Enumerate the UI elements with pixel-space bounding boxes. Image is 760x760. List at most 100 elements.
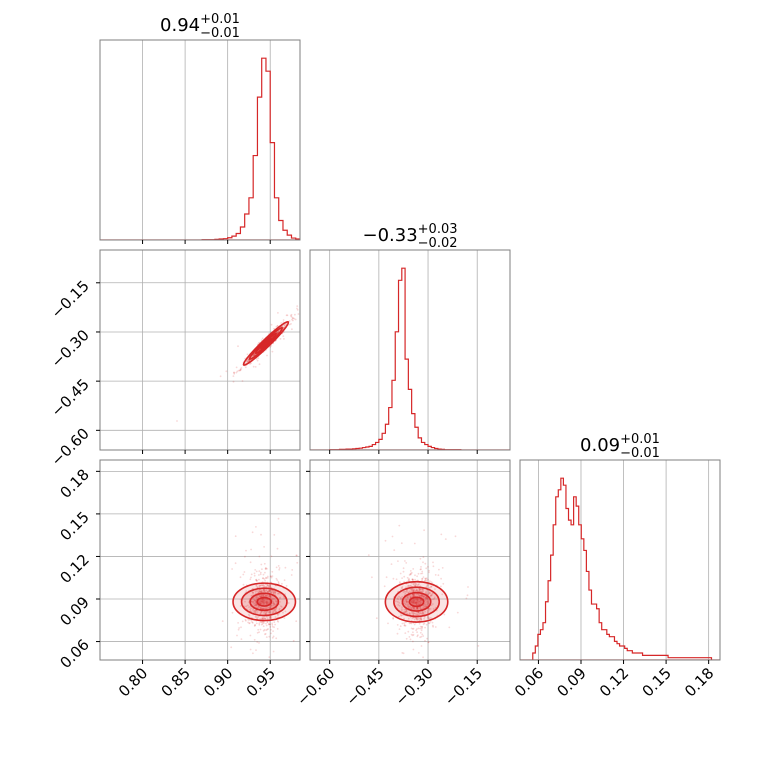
sample-point: [432, 561, 434, 564]
sample-point: [413, 599, 416, 602]
sample-point: [258, 590, 260, 593]
sample-point: [427, 616, 429, 619]
sample-point: [420, 618, 423, 621]
sample-point: [280, 322, 283, 324]
sample-point: [261, 598, 263, 601]
sample-point: [412, 568, 415, 570]
sample-point: [417, 652, 420, 654]
sample-point: [258, 631, 260, 633]
sample-point: [420, 645, 423, 647]
sample-point: [421, 612, 424, 615]
sample-point: [269, 585, 271, 588]
sample-point: [432, 603, 434, 605]
sample-point: [409, 573, 412, 575]
sample-point: [267, 586, 270, 588]
sample-point: [429, 595, 432, 598]
contour-level: [408, 596, 425, 608]
title-minus: −0.01: [620, 446, 660, 461]
sample-point: [254, 624, 256, 626]
sample-point: [272, 591, 275, 594]
sample-point: [244, 555, 246, 558]
sample-point: [255, 622, 258, 625]
sample-point: [405, 586, 407, 589]
sample-point: [416, 603, 418, 606]
sample-point: [290, 323, 292, 325]
sample-point: [401, 608, 403, 611]
sample-point: [412, 594, 415, 597]
sample-point: [261, 595, 263, 598]
sample-point: [424, 605, 427, 608]
sample-point: [260, 591, 263, 593]
sample-point: [264, 613, 267, 615]
sample-point: [408, 613, 411, 615]
sample-point: [425, 567, 428, 570]
sample-point: [255, 526, 257, 528]
sample-point: [413, 623, 416, 626]
sample-point: [423, 596, 426, 598]
sample-point: [269, 616, 271, 618]
sample-point: [405, 637, 408, 640]
sample-point: [279, 338, 282, 340]
sample-point: [416, 599, 419, 602]
sample-point: [277, 581, 280, 583]
sample-point: [424, 603, 426, 605]
sample-point: [270, 344, 273, 347]
sample-point: [421, 633, 424, 636]
sample-point: [412, 601, 414, 604]
sample-point: [421, 572, 424, 575]
sample-point: [417, 612, 420, 614]
sample-point: [268, 594, 271, 597]
sample-point: [414, 583, 417, 586]
sample-point: [254, 611, 256, 614]
sample-point: [416, 590, 419, 593]
sample-point: [431, 593, 433, 596]
sample-point: [272, 602, 275, 605]
sample-point: [271, 610, 274, 613]
sample-point: [433, 596, 436, 599]
sample-point: [252, 600, 255, 603]
panel-frame: [519, 459, 721, 661]
sample-point: [292, 639, 295, 642]
sample-point: [268, 601, 271, 604]
sample-point: [292, 317, 294, 320]
sample-point: [412, 601, 415, 603]
sample-point: [465, 597, 468, 600]
sample-point: [263, 601, 266, 604]
sample-point: [419, 627, 422, 630]
sample-point: [415, 617, 418, 619]
sample-point: [253, 602, 255, 605]
sample-point: [425, 577, 428, 580]
sample-point: [400, 614, 402, 617]
sample-point: [411, 578, 414, 581]
sample-point: [415, 583, 418, 585]
title-plus: +0.03: [418, 222, 458, 237]
sample-point: [253, 599, 256, 601]
sample-point: [426, 597, 428, 600]
sample-point: [422, 635, 425, 637]
sample-point: [245, 590, 248, 592]
sample-point: [252, 652, 254, 655]
sample-point: [269, 623, 271, 626]
sample-point: [428, 569, 430, 572]
x-tick-label: 0.95: [243, 664, 279, 700]
sample-point: [265, 636, 268, 638]
sample-point: [412, 607, 415, 610]
sample-point: [412, 611, 414, 614]
sample-point: [414, 584, 416, 587]
sample-point: [247, 618, 250, 621]
sample-point: [398, 628, 401, 630]
sample-point: [257, 615, 260, 618]
sample-point: [425, 590, 428, 593]
histogram-1: [329, 267, 462, 450]
sample-point: [254, 592, 257, 595]
sample-point: [413, 599, 415, 602]
sample-point: [248, 359, 251, 362]
sample-point: [398, 604, 401, 607]
sample-point: [259, 602, 261, 604]
panel-title: 0.09+0.01: [580, 432, 660, 456]
sample-point: [403, 608, 406, 611]
sample-point: [410, 627, 413, 630]
sample-point: [437, 574, 440, 577]
sample-point: [259, 705, 261, 707]
